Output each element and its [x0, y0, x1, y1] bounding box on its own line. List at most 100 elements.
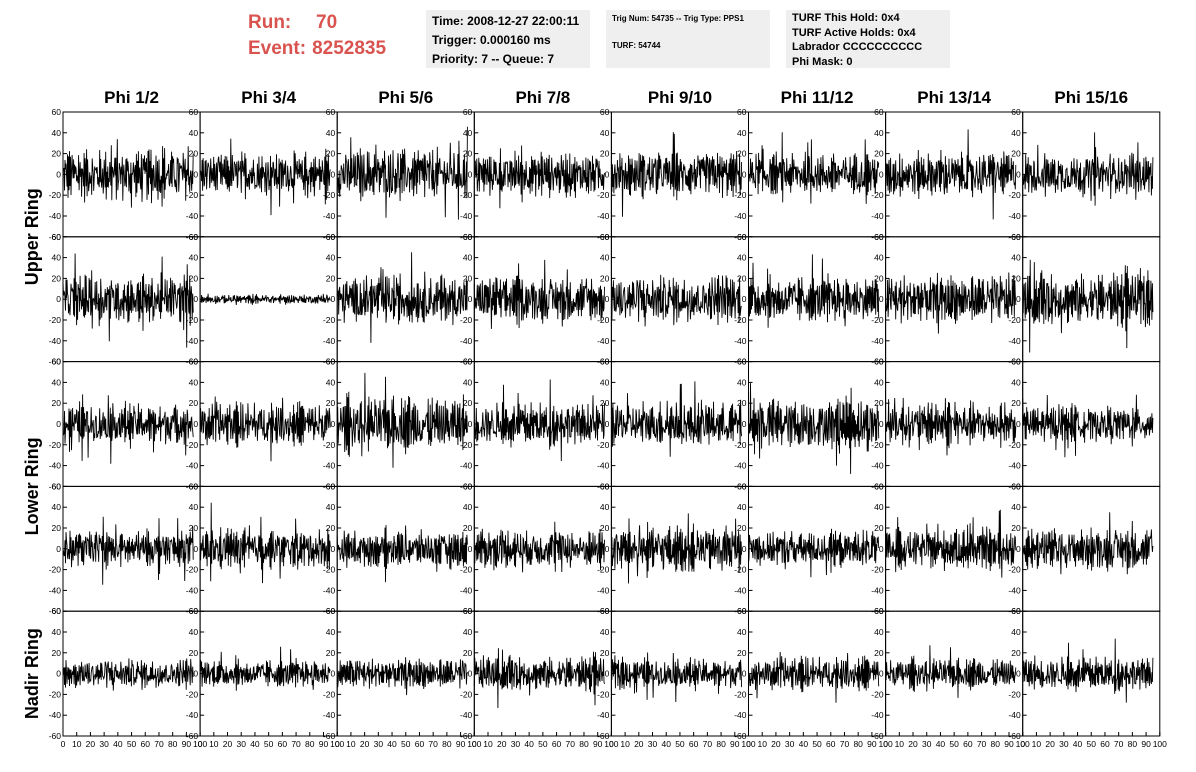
- y-tick-label: -20: [323, 315, 336, 325]
- waveform-trace: [336, 372, 468, 468]
- x-tick-label: 90: [730, 739, 740, 749]
- y-tick-label: 40: [326, 627, 336, 637]
- y-tick-label: 60: [463, 606, 473, 616]
- column-title: Phi 9/10: [648, 88, 712, 107]
- y-tick-label: 0: [879, 544, 884, 554]
- x-tick-label: 0: [472, 739, 477, 749]
- y-tick-label: -20: [1008, 440, 1021, 450]
- x-tick-label: 100: [741, 739, 755, 749]
- y-tick-label: 40: [52, 128, 62, 138]
- x-tick-label: 0: [609, 739, 614, 749]
- y-tick-label: 40: [189, 253, 199, 263]
- y-tick-label: -20: [186, 190, 199, 200]
- y-tick-label: 60: [600, 107, 610, 117]
- waveform-trace: [62, 394, 194, 464]
- y-tick-label: 60: [326, 481, 336, 491]
- y-tick-label: -20: [323, 565, 336, 575]
- waveform-trace: [473, 521, 605, 573]
- y-tick-label: -40: [49, 211, 62, 221]
- y-tick-label: -60: [323, 731, 336, 741]
- x-tick-label: 100: [330, 739, 344, 749]
- x-tick-label: 40: [524, 739, 534, 749]
- y-tick-label: 40: [874, 502, 884, 512]
- y-tick-label: -40: [186, 710, 199, 720]
- y-tick-label: -20: [460, 190, 473, 200]
- y-tick-label: 0: [1016, 544, 1021, 554]
- x-tick-label: 50: [1087, 739, 1097, 749]
- y-tick-label: 40: [463, 377, 473, 387]
- y-tick-label: -40: [597, 585, 610, 595]
- y-tick-label: -20: [871, 440, 884, 450]
- y-tick-label: -40: [49, 336, 62, 346]
- x-tick-label: 90: [593, 739, 603, 749]
- x-tick-label: 50: [264, 739, 274, 749]
- y-tick-label: 40: [326, 128, 336, 138]
- x-tick-label: 10: [483, 739, 493, 749]
- y-tick-label: 20: [737, 523, 747, 533]
- y-tick-label: 0: [1016, 169, 1021, 179]
- y-tick-label: 0: [605, 669, 610, 679]
- x-tick-label: 70: [154, 739, 164, 749]
- y-tick-label: 20: [463, 273, 473, 283]
- x-tick-label: 100: [193, 739, 207, 749]
- x-tick-label: 60: [278, 739, 288, 749]
- y-tick-label: 40: [737, 502, 747, 512]
- y-tick-label: 20: [1011, 523, 1021, 533]
- y-tick-label: 20: [600, 523, 610, 533]
- y-tick-label: 60: [189, 232, 199, 242]
- y-tick-label: 20: [874, 398, 884, 408]
- y-tick-label: 20: [874, 648, 884, 658]
- column-title: Phi 3/4: [241, 88, 296, 107]
- y-tick-label: 40: [52, 627, 62, 637]
- y-tick-label: 40: [463, 627, 473, 637]
- x-tick-label: 100: [467, 739, 481, 749]
- y-tick-label: 60: [1011, 357, 1021, 367]
- y-tick-label: 0: [56, 294, 61, 304]
- y-tick-label: 0: [742, 544, 747, 554]
- y-tick-label: 20: [737, 648, 747, 658]
- y-tick-label: 0: [742, 294, 747, 304]
- y-tick-label: -40: [323, 585, 336, 595]
- y-tick-label: 0: [330, 169, 335, 179]
- y-tick-label: 20: [52, 648, 62, 658]
- y-tick-label: 20: [1011, 398, 1021, 408]
- y-tick-label: -60: [460, 731, 473, 741]
- y-tick-label: 20: [326, 273, 336, 283]
- y-tick-label: -40: [871, 585, 884, 595]
- waveform-trace: [885, 129, 1017, 220]
- run-line: Run: 70: [248, 10, 418, 36]
- x-tick-label: 0: [1020, 739, 1025, 749]
- y-tick-label: 0: [193, 419, 198, 429]
- x-tick-label: 60: [141, 739, 151, 749]
- y-tick-label: 20: [600, 149, 610, 159]
- event-line: Event: 8252835: [248, 36, 418, 62]
- x-tick-label: 10: [209, 739, 219, 749]
- x-tick-label: 90: [182, 739, 192, 749]
- y-tick-label: -40: [186, 336, 199, 346]
- y-tick-label: -20: [597, 565, 610, 575]
- y-tick-label: -40: [734, 211, 747, 221]
- y-tick-label: 20: [1011, 648, 1021, 658]
- y-tick-label: -20: [597, 689, 610, 699]
- x-tick-label: 80: [716, 739, 726, 749]
- y-tick-label: 0: [742, 419, 747, 429]
- y-tick-label: -20: [460, 565, 473, 575]
- y-tick-label: 60: [874, 107, 884, 117]
- y-tick-label: 60: [737, 232, 747, 242]
- y-tick-label: -60: [871, 731, 884, 741]
- y-tick-label: -20: [460, 440, 473, 450]
- y-tick-label: -20: [323, 190, 336, 200]
- y-tick-label: 60: [189, 481, 199, 491]
- column-title: Phi 11/12: [781, 88, 854, 107]
- y-tick-label: -20: [597, 190, 610, 200]
- x-tick-label: 80: [853, 739, 863, 749]
- y-tick-label: 40: [874, 377, 884, 387]
- y-tick-label: 40: [737, 253, 747, 263]
- y-tick-label: -20: [871, 315, 884, 325]
- y-tick-label: 60: [1011, 606, 1021, 616]
- waveform-trace: [62, 516, 194, 585]
- x-tick-label: 20: [634, 739, 644, 749]
- y-tick-label: -60: [49, 357, 62, 367]
- y-tick-label: -20: [186, 315, 199, 325]
- y-tick-label: -60: [597, 731, 610, 741]
